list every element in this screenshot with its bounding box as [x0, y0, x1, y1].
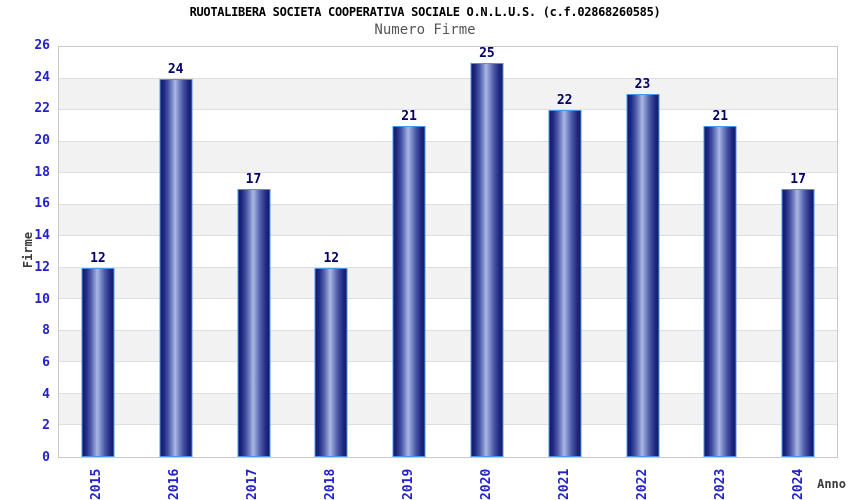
- y-tick-label: 10: [34, 291, 50, 307]
- bar-value-label: 12: [90, 250, 106, 266]
- x-axis-title: Anno: [817, 477, 846, 491]
- gridline: [59, 172, 837, 174]
- bar-value-label: 17: [790, 171, 806, 187]
- bar-2018: 12: [314, 251, 348, 457]
- bar-2022: 23: [626, 77, 659, 457]
- y-tick-label: 4: [42, 386, 50, 402]
- x-tick-label: 2018: [323, 468, 338, 500]
- bar-2017: 17: [237, 172, 270, 457]
- x-tick-label: 2019: [401, 468, 416, 500]
- bar-2023: 21: [703, 109, 737, 457]
- bar-value-label: 17: [245, 171, 262, 187]
- gridline: [59, 329, 837, 331]
- bar-2024: 17: [781, 172, 815, 457]
- bar-value-label: 24: [167, 61, 184, 77]
- y-tick-label: 2: [42, 418, 50, 434]
- bar-2019: 21: [392, 109, 426, 457]
- bar-value-label: 25: [479, 45, 495, 61]
- y-tick-label: 22: [34, 101, 50, 117]
- gridline: [59, 392, 837, 394]
- x-tick-label: 2022: [635, 468, 650, 500]
- gridline: [59, 203, 837, 205]
- bar-value-label: 12: [323, 250, 340, 266]
- x-tick-label: 2016: [167, 468, 182, 500]
- y-tick-label: 24: [34, 69, 50, 85]
- y-tick-label: 0: [42, 450, 50, 465]
- x-tick-label: 2024: [791, 468, 806, 500]
- gridline: [59, 361, 837, 363]
- bar-value-label: 21: [401, 108, 417, 124]
- bar-2020: 25: [470, 46, 504, 457]
- gridline: [59, 109, 837, 111]
- y-tick-label: 6: [42, 354, 50, 370]
- x-tick-label: 2020: [479, 468, 494, 500]
- gridline: [59, 235, 837, 237]
- gridline: [59, 298, 837, 300]
- bar-2016: 24: [159, 62, 193, 457]
- gridline: [59, 424, 837, 426]
- bar-value-label: 21: [712, 108, 729, 124]
- chart-title: RUOTALIBERA SOCIETA COOPERATIVA SOCIALE …: [189, 5, 661, 19]
- y-tick-label: 8: [42, 323, 50, 339]
- y-tick-label: 20: [34, 133, 50, 149]
- y-tick-label: 26: [34, 38, 50, 53]
- y-tick-label: 16: [34, 196, 50, 212]
- gridline: [59, 266, 837, 268]
- x-tick-label: 2023: [713, 468, 728, 500]
- y-tick-label: 12: [34, 259, 50, 275]
- y-tick-label: 14: [34, 228, 50, 244]
- bar-value-label: 22: [556, 93, 573, 109]
- y-tick-label: 18: [34, 164, 50, 180]
- gridline: [59, 140, 837, 142]
- x-tick-label: 2017: [245, 468, 260, 500]
- y-axis-title: Firme: [21, 231, 35, 269]
- chart-subtitle: Numero Firme: [374, 22, 476, 38]
- plot-area: 12 24 17 12 21 25 22 23 21 17: [58, 46, 838, 458]
- gridline: [59, 77, 837, 79]
- bar-2021: 22: [548, 93, 582, 457]
- x-tick-label: 2015: [89, 468, 104, 500]
- x-tick-label: 2021: [557, 468, 572, 500]
- bar-2015: 12: [81, 251, 115, 457]
- bar-value-label: 23: [634, 77, 651, 93]
